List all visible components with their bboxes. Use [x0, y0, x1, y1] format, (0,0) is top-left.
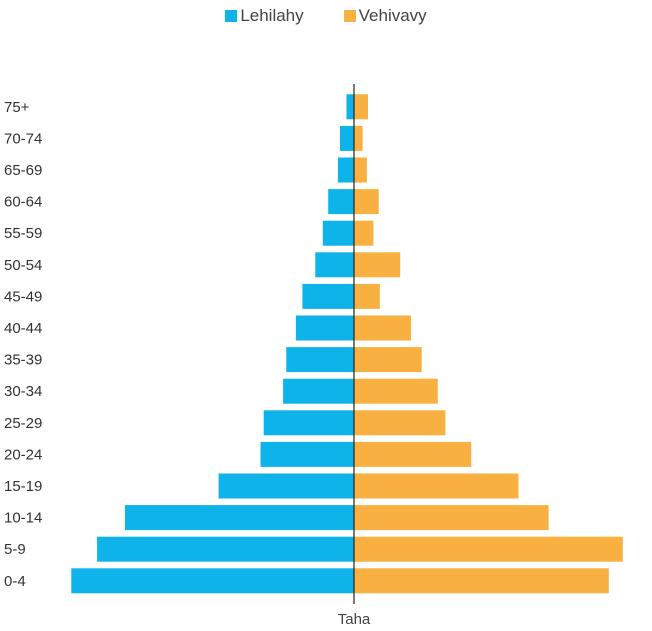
y-tick-label-70-74: 70-74 — [4, 130, 42, 147]
bar-vehivavy-45-49 — [354, 283, 380, 309]
y-tick-label-10-14: 10-14 — [4, 510, 42, 527]
legend-item-lehilahy: Lehilahy — [225, 6, 304, 26]
bar-lehilahy-0-4 — [71, 568, 355, 594]
y-tick-label-5-9: 5-9 — [4, 541, 26, 558]
bar-lehilahy-30-34 — [283, 378, 355, 404]
y-tick-label-25-29: 25-29 — [4, 415, 42, 432]
bar-vehivavy-0-4 — [354, 568, 609, 594]
bar-lehilahy-45-49 — [302, 283, 354, 309]
y-tick-label-40-44: 40-44 — [4, 320, 42, 337]
bar-lehilahy-40-44 — [295, 315, 354, 341]
bars-group — [71, 94, 623, 594]
bar-vehivavy-35-39 — [354, 347, 422, 373]
bar-vehivavy-60-64 — [354, 189, 379, 215]
bar-lehilahy-60-64 — [328, 189, 354, 215]
bar-vehivavy-65-69 — [354, 157, 367, 183]
y-tick-label-20-24: 20-24 — [4, 446, 42, 463]
bar-vehivavy-55-59 — [354, 220, 374, 246]
bar-lehilahy-10-14 — [125, 505, 354, 531]
x-axis-label: Taha — [337, 611, 371, 628]
y-tick-labels: 75+ 70-74 65-69 60-64 55-59 50-54 45-49 40-44 35… — [4, 99, 42, 590]
bar-lehilahy-20-24 — [260, 441, 354, 467]
bar-vehivavy-25-29 — [354, 410, 446, 436]
bar-lehilahy-25-29 — [263, 410, 354, 436]
bar-lehilahy-50-54 — [315, 252, 354, 278]
y-tick-label-65-69: 65-69 — [4, 162, 42, 179]
bar-lehilahy-65-69 — [337, 157, 354, 183]
y-tick-label-50-54: 50-54 — [4, 257, 42, 274]
y-tick-label-30-34: 30-34 — [4, 383, 42, 400]
bar-lehilahy-15-19 — [218, 473, 354, 499]
chart-legend: Lehilahy Vehivavy — [0, 6, 652, 26]
y-tick-label-35-39: 35-39 — [4, 352, 42, 369]
y-tick-label-15-19: 15-19 — [4, 478, 42, 495]
y-tick-label-0-4: 0-4 — [4, 573, 26, 590]
legend-swatch-vehivavy — [343, 10, 356, 22]
bar-vehivavy-75plus — [354, 94, 368, 120]
bar-lehilahy-75plus — [346, 94, 354, 120]
y-tick-label-55-59: 55-59 — [4, 225, 42, 242]
bar-vehivavy-20-24 — [354, 441, 472, 467]
legend-label-lehilahy: Lehilahy — [240, 6, 304, 25]
y-tick-label-75plus: 75+ — [4, 99, 30, 116]
y-tick-label-45-49: 45-49 — [4, 288, 42, 305]
legend-item-vehivavy: Vehivavy — [343, 6, 427, 26]
legend-label-vehivavy: Vehivavy — [358, 6, 427, 25]
bar-vehivavy-10-14 — [354, 505, 549, 531]
y-tick-label-60-64: 60-64 — [4, 194, 42, 211]
bar-lehilahy-5-9 — [97, 536, 354, 562]
bar-lehilahy-55-59 — [322, 220, 354, 246]
legend-swatch-lehilahy — [225, 10, 238, 22]
bar-vehivavy-50-54 — [354, 252, 401, 278]
bar-vehivavy-40-44 — [354, 315, 411, 341]
bar-vehivavy-15-19 — [354, 473, 519, 499]
bar-vehivavy-70-74 — [354, 125, 363, 151]
bar-vehivavy-5-9 — [354, 536, 623, 562]
bar-lehilahy-35-39 — [286, 347, 354, 373]
bar-vehivavy-30-34 — [354, 378, 438, 404]
bar-lehilahy-70-74 — [340, 125, 354, 151]
